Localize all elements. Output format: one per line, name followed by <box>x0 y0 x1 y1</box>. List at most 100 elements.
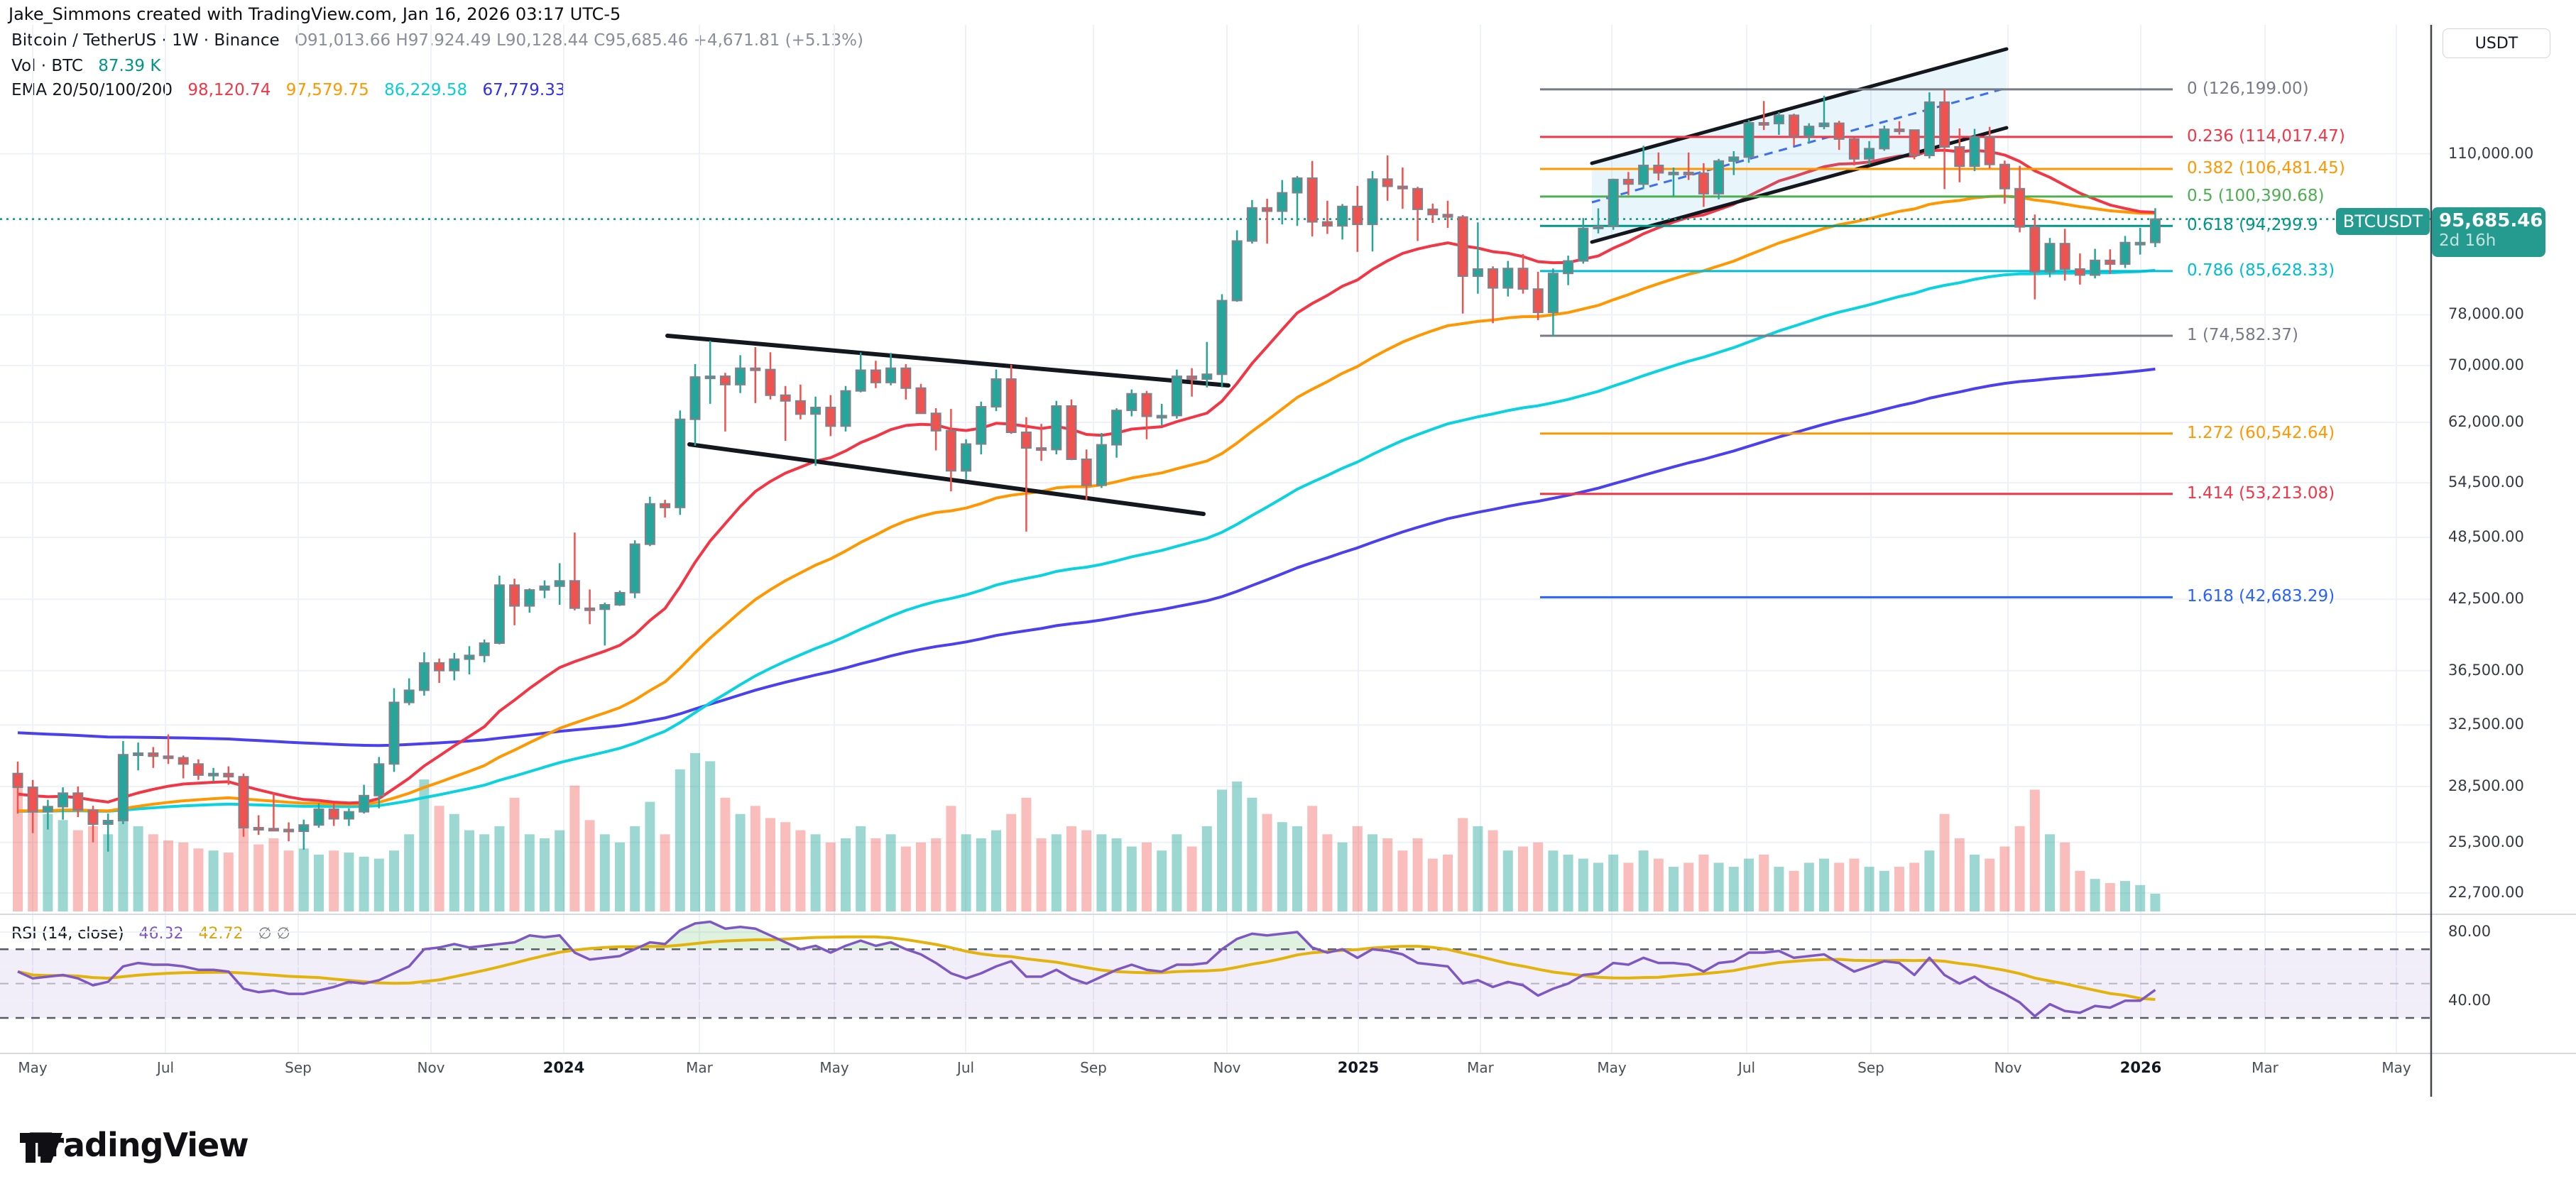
volume-bar <box>645 801 655 911</box>
candle-body-down <box>1457 216 1468 278</box>
last-price-badge[interactable]: 95,685.46 2d 16h <box>2432 207 2545 257</box>
candle-body-up <box>990 378 1002 407</box>
time-axis-month-label[interactable]: Sep <box>1857 1059 1884 1076</box>
volume-bar <box>1126 846 1137 911</box>
tradingview-logo[interactable]: TradingView <box>20 1126 249 1164</box>
candle-body-down <box>178 757 189 765</box>
time-axis-month-label[interactable]: May <box>2381 1059 2411 1076</box>
volume-bar <box>178 842 189 911</box>
rsi-scale-label[interactable]: 80.00 <box>2448 923 2492 940</box>
volume-bar <box>1683 862 1694 911</box>
candle-body-down <box>2014 187 2026 228</box>
time-axis-month-label[interactable]: Jul <box>156 1059 175 1076</box>
time-axis-month-label[interactable]: May <box>18 1059 48 1076</box>
candle-body-down <box>1005 378 1017 433</box>
symbol-title[interactable]: Bitcoin / TetherUS · 1W · Binance <box>11 31 280 50</box>
fib-level-label: 0.618 (94,299.9 <box>2187 216 2318 235</box>
candle-body-down <box>1427 208 1439 216</box>
candle-body-up <box>810 407 822 415</box>
volume-bar <box>1262 813 1272 911</box>
volume-bar <box>1368 834 1377 911</box>
candle-body-up <box>1638 165 1649 185</box>
time-axis-year-label[interactable]: 2024 <box>542 1059 585 1076</box>
fib-level-label: 1.414 (53,213.08) <box>2187 483 2335 503</box>
volume-bar <box>1894 867 1904 911</box>
volume-bar <box>1201 826 1212 911</box>
price-scale-label[interactable]: 28,500.00 <box>2448 777 2524 794</box>
candle-body-up <box>524 589 535 607</box>
candle-body-down <box>1954 146 1965 168</box>
time-axis-month-label[interactable]: Jul <box>1737 1059 1756 1076</box>
symbol-price-flag[interactable]: BTCUSDT <box>2336 208 2430 235</box>
candle-body-up <box>359 794 370 813</box>
volume-bar <box>2045 834 2055 911</box>
legend-ema-row[interactable]: EMA 20/50/100/200 98,120.74 97,579.75 86… <box>11 81 566 99</box>
candle-body-up <box>1773 114 1784 125</box>
price-scale-label[interactable]: 70,000.00 <box>2448 356 2524 373</box>
volume-bar <box>584 820 595 911</box>
candle-body-up <box>855 369 866 392</box>
candle-body-up <box>1803 126 1815 137</box>
volume-bar <box>991 830 1001 911</box>
time-axis-month-label[interactable]: Mar <box>1467 1059 1494 1076</box>
candle-body-down <box>1894 128 1905 133</box>
volume-bar <box>1292 826 1302 911</box>
candle-body-up <box>58 792 69 808</box>
time-axis-year-label[interactable]: 2025 <box>1337 1059 1380 1076</box>
price-scale-label[interactable]: 110,000.00 <box>2448 144 2534 162</box>
candle-body-up <box>1547 273 1559 314</box>
rsi-scale-label[interactable]: 40.00 <box>2448 991 2492 1009</box>
volume-bar <box>1669 867 1679 911</box>
volume-bar <box>239 806 249 911</box>
candle-body-up <box>2119 241 2131 265</box>
time-axis-month-label[interactable]: Nov <box>1213 1059 1241 1076</box>
price-scale-label[interactable]: 22,700.00 <box>2448 884 2524 902</box>
time-axis-month-label[interactable]: Sep <box>285 1059 312 1076</box>
price-scale-label[interactable]: 32,500.00 <box>2448 716 2524 733</box>
time-axis-month-label[interactable]: Mar <box>2252 1059 2278 1076</box>
time-axis-month-label[interactable]: Jul <box>956 1059 975 1076</box>
volume-bar <box>494 826 505 911</box>
candle-body-down <box>1066 405 1077 460</box>
time-axis-month-label[interactable]: Nov <box>1994 1059 2022 1076</box>
price-scale-label[interactable]: 54,500.00 <box>2448 473 2524 491</box>
legend-symbol-row[interactable]: Bitcoin / TetherUS · 1W · Binance O91,01… <box>11 31 863 50</box>
candle-body-down <box>780 394 791 402</box>
candle-body-up <box>1111 410 1123 446</box>
time-axis-month-label[interactable]: Sep <box>1080 1059 1107 1076</box>
price-scale-label[interactable]: 36,500.00 <box>2448 661 2524 679</box>
price-scale-label[interactable]: 48,500.00 <box>2448 528 2524 546</box>
volume-bar <box>464 830 474 911</box>
price-scale-currency-toggle[interactable]: USDT <box>2443 28 2550 58</box>
candle-body-down <box>148 752 159 757</box>
candle-body-up <box>1277 192 1288 212</box>
up-channel-midline <box>1591 87 2007 204</box>
price-scale-label[interactable]: 25,300.00 <box>2448 833 2524 850</box>
price-scale-label[interactable]: 42,500.00 <box>2448 590 2524 608</box>
candle-body-down <box>584 607 596 611</box>
time-axis-month-label[interactable]: May <box>819 1059 849 1076</box>
price-scale-label[interactable]: 62,000.00 <box>2448 412 2524 430</box>
time-axis-month-label[interactable]: May <box>1597 1059 1627 1076</box>
time-axis-year-label[interactable]: 2026 <box>2119 1059 2162 1076</box>
tradingview-logo-text: TradingView <box>30 1126 249 1164</box>
legend-rsi-row[interactable]: RSI (14, close) 46.32 42.72 ∅ ∅ <box>11 925 290 943</box>
candle-body-down <box>328 809 339 820</box>
time-axis-month-label[interactable]: Mar <box>686 1059 713 1076</box>
volume-bar <box>1879 870 1889 911</box>
candle-body-up <box>2044 243 2056 273</box>
candle-body-up <box>1156 415 1167 419</box>
volume-bar <box>885 834 896 911</box>
legend-volume-row[interactable]: Vol · BTC 87.39 K <box>11 57 160 75</box>
volume-bar <box>735 813 746 911</box>
candle-body-down <box>915 387 927 415</box>
price-scale-label[interactable]: 78,000.00 <box>2448 305 2524 323</box>
time-axis-month-label[interactable]: Nov <box>417 1059 445 1076</box>
volume-bar <box>253 844 264 911</box>
volume-bar <box>1322 834 1333 911</box>
volume-bar <box>660 834 670 911</box>
volume-bar <box>1924 850 1935 911</box>
candle-body-up <box>614 592 626 606</box>
volume-bar <box>2135 884 2146 911</box>
